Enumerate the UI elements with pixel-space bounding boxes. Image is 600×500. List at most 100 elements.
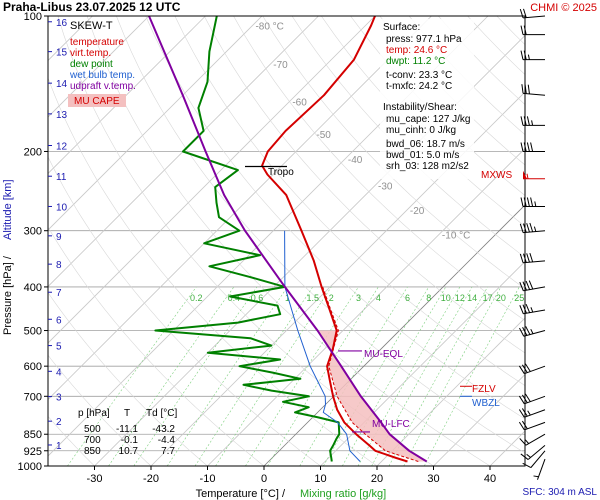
wind-barb-feather xyxy=(518,395,525,405)
temperature-tick-label: 10 xyxy=(314,473,326,485)
isotherm-label: -20 xyxy=(410,206,425,217)
mixing-ratio-label: 8 xyxy=(426,293,431,303)
wind-barb-feather xyxy=(525,280,531,290)
wind-barb xyxy=(522,450,546,469)
plot-frame xyxy=(47,15,526,467)
mu-cape-value: mu_cape: 127 J/kg xyxy=(386,114,471,125)
wind-barb-feather xyxy=(524,393,531,402)
wind-barb-feather xyxy=(519,305,524,314)
isotherm-line xyxy=(489,430,525,466)
surface-temperature: temp: 24.6 °C xyxy=(386,45,447,56)
mixing-ratio-line xyxy=(424,286,520,466)
wind-barb-staff xyxy=(524,365,546,375)
wind-barb xyxy=(520,142,545,152)
wind-barb-staff xyxy=(537,458,546,480)
chart-title: Praha-Libus 23.07.2025 12 UTC xyxy=(3,0,181,14)
cape-area xyxy=(317,330,427,462)
wind-barb-feather xyxy=(527,84,530,94)
temperature-tick-label: -20 xyxy=(143,473,159,485)
x-axis-title: Temperature [°C] / xyxy=(196,488,286,500)
wind-barb-feather xyxy=(526,223,530,233)
wind-barb-staff xyxy=(523,92,546,96)
temperature-tick-label: 20 xyxy=(371,473,383,485)
mxws-label: MXWS xyxy=(481,170,512,181)
wind-barb-feather xyxy=(526,253,530,263)
wind-barb-half-feather xyxy=(533,475,539,478)
mixing-ratio-line xyxy=(215,286,332,466)
isotherm-label: -70 xyxy=(273,60,288,71)
bwd-06-value: bwd_06: 18.7 m/s xyxy=(386,139,465,150)
wind-barb xyxy=(518,393,546,405)
dry-adiabat xyxy=(48,415,95,466)
copyright-label: CHMI © 2025 xyxy=(530,2,597,14)
wind-barb-staff xyxy=(525,433,546,446)
wind-barb-feather xyxy=(520,142,524,152)
wind-barb-staff xyxy=(523,260,546,264)
wind-barb-feather xyxy=(518,421,525,431)
dry-adiabat xyxy=(48,156,321,466)
wind-barb-feather xyxy=(522,281,527,291)
wind-barb-staff xyxy=(523,330,546,337)
mixing-ratio-line xyxy=(67,286,197,466)
wind-barb-feather xyxy=(520,50,524,60)
mixing-ratio-line xyxy=(166,286,288,466)
wind-barb-feather xyxy=(526,116,530,126)
dry-adiabat xyxy=(262,16,525,290)
wind-barb-feather xyxy=(526,197,530,207)
wind-barb-feather xyxy=(529,222,534,232)
mixing-ratio-label: 4 xyxy=(376,293,381,303)
table-row-500-t: -11.1 xyxy=(116,424,138,435)
pressure-tick-label: 850 xyxy=(24,429,42,441)
isotherm-line xyxy=(433,373,525,466)
wind-barb-staff xyxy=(524,409,546,418)
info-panel: Surface: press: 977.1 hPa temp: 24.6 °C … xyxy=(380,19,474,179)
level-markers-layer xyxy=(245,165,472,433)
mixing-ratio-line xyxy=(403,286,502,466)
legend-title: SKEW-T xyxy=(70,20,113,32)
cape-area-layer xyxy=(317,330,427,462)
mixing-ratio-label: 2 xyxy=(329,293,334,303)
mixing-ratio-label: 12 xyxy=(455,293,465,303)
pressure-tick-label: 300 xyxy=(24,226,42,238)
wind-barb-feather xyxy=(523,116,527,126)
temperature-tick-label: 30 xyxy=(427,473,439,485)
altitude-tick-label: 9 xyxy=(56,232,62,243)
isotherm-label: -80 °C xyxy=(255,22,283,33)
altitude-tick-label: 5 xyxy=(56,342,62,353)
mixing-ratio-label: 25 xyxy=(514,293,524,303)
srh-03-value: srh_03: 128 m2/s2 xyxy=(386,161,469,172)
legend-item-wet-bulb: wet bulb temp. xyxy=(69,70,135,81)
altitude-tick-label: 11 xyxy=(56,172,67,183)
table-row-850-t: 10.7 xyxy=(119,446,139,457)
bwd-01-value: bwd_01: 5.0 m/s xyxy=(386,150,459,161)
wind-barb-feather xyxy=(522,304,527,314)
wind-barb-feather xyxy=(523,253,527,263)
table-row-500-p: 500 xyxy=(84,424,101,435)
altitude-tick-label: 16 xyxy=(56,18,68,29)
wind-barb-staff xyxy=(523,230,546,234)
mu-lfc-label: MU-LFC xyxy=(372,419,410,430)
wind-barb-feather xyxy=(523,25,527,35)
y-axis-title-altitude: Altitude [km] xyxy=(2,179,14,240)
wind-barb xyxy=(520,197,545,207)
surface-title: Surface: xyxy=(383,22,420,33)
series-virt-temp xyxy=(322,286,419,462)
pressure-tick-label: 700 xyxy=(24,391,42,403)
wind-barb-feather xyxy=(523,142,527,152)
wind-barb-feather xyxy=(521,420,528,430)
wind-barb-feather xyxy=(520,453,529,460)
wind-barb xyxy=(523,170,545,180)
wind-barb-feather xyxy=(518,409,525,418)
dry-adiabat xyxy=(145,16,525,420)
mixing-ratio-label: 0.2 xyxy=(190,293,203,303)
wind-barb-staff xyxy=(523,15,546,19)
wind-barb xyxy=(519,303,546,315)
dry-adiabat xyxy=(526,16,600,466)
y-axis-title: Pressure [hPa] / xyxy=(2,255,14,335)
wind-barb xyxy=(533,458,546,480)
wind-barb xyxy=(518,363,546,375)
wind-barb-staff xyxy=(523,309,546,315)
wind-barb-feather xyxy=(530,142,534,152)
wind-barb-half-feather xyxy=(534,201,537,207)
